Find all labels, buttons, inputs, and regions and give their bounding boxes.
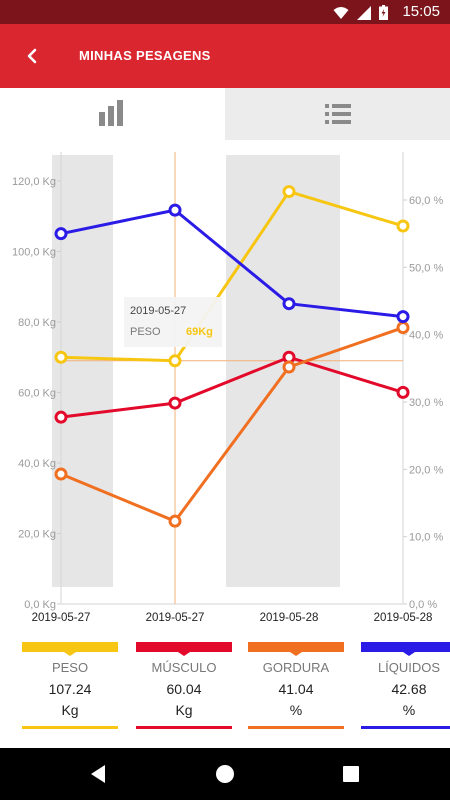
- data-point-gordura: [168, 514, 182, 528]
- series-line-lquidos: [60, 208, 404, 319]
- data-point-msculo: [54, 410, 68, 424]
- nav-back-button[interactable]: [84, 760, 112, 788]
- left-tick-label: 80,0 Kg: [18, 317, 56, 329]
- x-tick-label: 2019-05-27: [32, 612, 91, 624]
- tooltip-box: [124, 297, 222, 347]
- data-point-peso: [282, 185, 296, 199]
- square-recents-icon: [343, 766, 359, 782]
- left-tick-label: 120,0 Kg: [12, 176, 56, 188]
- x-tick-label: 2019-05-28: [374, 612, 433, 624]
- weight-chart[interactable]: 0,0 Kg 20,0 Kg 40,0 Kg 60,0 Kg 80,0 Kg 100,0 …: [0, 140, 450, 630]
- x-tick-label: 2019-05-27: [146, 612, 205, 624]
- legend-marker: [136, 642, 232, 656]
- legend-item-musculo: MÚSCULO 60.04 Kg: [136, 640, 232, 735]
- legend-unit: Kg: [61, 702, 79, 718]
- x-tick-label: 2019-05-28: [260, 612, 319, 624]
- nav-recents-button[interactable]: [337, 760, 365, 788]
- tooltip-date: 2019-05-27: [130, 305, 186, 317]
- left-tick-label: 40,0 Kg: [18, 458, 56, 470]
- data-point-msculo: [168, 396, 182, 410]
- right-tick-label: 50,0 %: [409, 262, 443, 274]
- chart-band: [52, 155, 113, 587]
- bar-chart-icon: [98, 100, 123, 126]
- tooltip-label: PESO: [130, 326, 161, 338]
- tab-chart[interactable]: [0, 88, 225, 140]
- left-tick-label: 60,0 Kg: [18, 388, 56, 400]
- left-tick-label: 0,0 Kg: [24, 599, 56, 611]
- right-tick-label: 10,0 %: [409, 532, 443, 544]
- legend-marker: [361, 642, 450, 656]
- battery-icon: [379, 5, 388, 20]
- legend-name: PESO: [51, 660, 89, 675]
- arrow-back-icon: [27, 48, 37, 64]
- legend-name: LÍQUIDOS: [377, 660, 441, 675]
- legend-underline: [22, 726, 118, 729]
- legend-value: 107.24: [48, 681, 92, 697]
- legend-value: 60.04: [166, 681, 202, 697]
- list-icon: [324, 104, 351, 124]
- nav-home-button[interactable]: [211, 760, 239, 788]
- legend-value: 41.04: [278, 681, 314, 697]
- right-tick-label: 60,0 %: [409, 195, 443, 207]
- data-point-gordura: [396, 321, 410, 335]
- right-tick-label: 40,0 %: [409, 330, 443, 342]
- signal-icon: [357, 5, 371, 20]
- legend-marker: [248, 642, 344, 656]
- data-point-gordura: [54, 467, 68, 481]
- system-nav-bar: [0, 748, 450, 800]
- legend-underline: [361, 726, 450, 729]
- page-title: MINHAS PESAGENS: [79, 48, 211, 63]
- chart-band: [226, 155, 340, 587]
- circle-home-icon: [216, 765, 234, 783]
- data-point-lquidos: [396, 310, 410, 324]
- series-line-msculo: [60, 355, 404, 419]
- series-line-peso: [60, 190, 404, 363]
- status-bar: 15:05: [0, 0, 450, 24]
- data-point-peso: [54, 350, 68, 364]
- legend-name: GORDURA: [262, 660, 330, 675]
- legend-underline: [248, 726, 344, 729]
- data-point-lquidos: [282, 297, 296, 311]
- legend-underline: [136, 726, 232, 729]
- status-icons: [333, 5, 388, 20]
- back-button[interactable]: [14, 38, 50, 74]
- legend-item-liquidos: LÍQUIDOS 42.68 %: [361, 640, 450, 735]
- legend-marker: [22, 642, 118, 656]
- series-line-gordura: [60, 326, 404, 523]
- data-point-peso: [396, 219, 410, 233]
- wifi-icon: [333, 6, 349, 19]
- status-time: 15:05: [402, 3, 440, 20]
- right-tick-label: 0,0 %: [409, 599, 437, 611]
- left-tick-label: 20,0 Kg: [18, 529, 56, 541]
- legend-unit: Kg: [175, 702, 193, 718]
- tab-list[interactable]: [225, 88, 450, 140]
- left-tick-label: 100,0 Kg: [12, 247, 56, 259]
- view-tabs: [0, 88, 450, 140]
- data-point-lquidos: [54, 227, 68, 241]
- data-point-peso: [168, 354, 182, 368]
- app-bar: MINHAS PESAGENS: [0, 24, 450, 88]
- legend-unit: %: [402, 702, 416, 718]
- chart-svg: 0,0 Kg 20,0 Kg 40,0 Kg 60,0 Kg 80,0 Kg 100,0 …: [12, 152, 443, 624]
- chart-legend: PESO 107.24 Kg MÚSCULO 60.04 Kg GORDURA …: [0, 640, 450, 740]
- right-tick-label: 30,0 %: [409, 397, 443, 409]
- legend-name: MÚSCULO: [151, 660, 217, 675]
- legend-unit: %: [289, 702, 303, 718]
- data-point-lquidos: [168, 203, 182, 217]
- tooltip-value: 69Kg: [186, 326, 213, 338]
- legend-value: 42.68: [391, 681, 427, 697]
- right-tick-label: 20,0 %: [409, 464, 443, 476]
- data-point-gordura: [282, 360, 296, 374]
- legend-item-gordura: GORDURA 41.04 %: [248, 640, 344, 735]
- legend-item-peso: PESO 107.24 Kg: [22, 640, 118, 735]
- data-point-msculo: [396, 385, 410, 399]
- triangle-back-icon: [91, 765, 105, 783]
